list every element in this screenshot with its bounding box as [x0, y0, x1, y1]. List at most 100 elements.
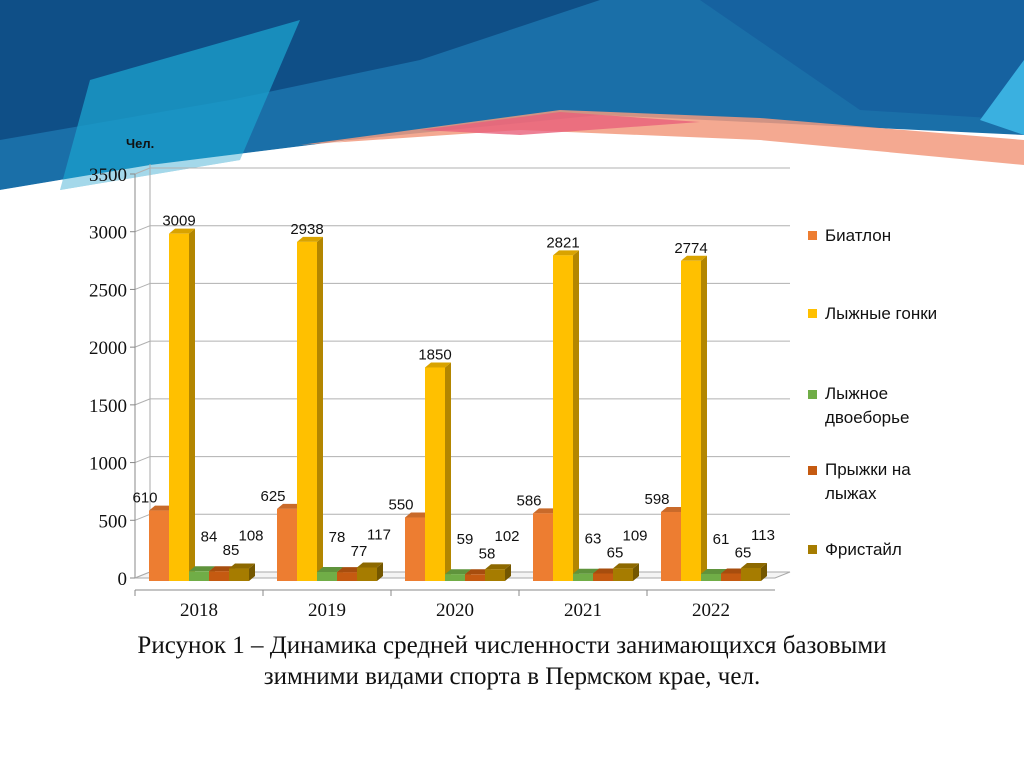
bar: [701, 573, 721, 581]
legend-item-freestyle: Фристайл: [808, 540, 1008, 560]
data-label: 550: [388, 497, 413, 514]
legend-swatch: [808, 545, 817, 554]
bar: [357, 567, 377, 581]
data-label: 77: [351, 543, 368, 560]
data-label: 625: [260, 488, 285, 505]
data-label: 2774: [674, 240, 707, 257]
bar-side: [633, 563, 639, 581]
data-label: 65: [607, 544, 624, 561]
bar: [681, 260, 701, 581]
bar: [149, 510, 169, 581]
bar: [465, 574, 485, 581]
y-axis-label: Чел.: [126, 136, 155, 151]
legend-label: Фристайл: [825, 540, 902, 559]
bar: [189, 571, 209, 581]
data-label: 58: [479, 545, 496, 562]
bar-side: [573, 250, 579, 581]
gridline-depth: [134, 340, 151, 348]
bar: [661, 511, 681, 581]
bar: [405, 517, 425, 581]
x-tick-label: 2018: [180, 600, 218, 621]
data-label: 610: [132, 490, 157, 507]
legend-swatch: [808, 466, 817, 475]
bar-top: [573, 568, 599, 574]
gridline-depth: [134, 167, 151, 175]
legend-item-biathlon: Биатлон: [808, 226, 1008, 246]
data-label: 65: [735, 544, 752, 561]
x-tick-label: 2019: [308, 600, 346, 621]
bar: [553, 255, 573, 581]
gridline-depth: [134, 398, 151, 406]
bar-top: [277, 503, 303, 509]
bar-top: [209, 566, 235, 572]
bar-top: [533, 508, 559, 514]
legend-label: Прыжки на лыжах: [825, 460, 911, 503]
caption-line-1: Рисунок 1 – Динамика средней численности…: [137, 632, 887, 659]
bar: [721, 573, 741, 581]
bar-top: [189, 566, 215, 572]
figure-caption: Рисунок 1 – Динамика средней численности…: [0, 630, 1024, 692]
bar-top: [701, 568, 727, 574]
bar: [317, 571, 337, 581]
legend-item-nordic-combined: Лыжное двоеборье: [808, 382, 938, 430]
data-label: 61: [713, 531, 730, 548]
y-tick-label: 500: [99, 511, 128, 532]
bar-top: [613, 563, 639, 569]
y-tick-label: 3500: [89, 165, 127, 186]
bar-top: [553, 250, 579, 256]
bar-top: [149, 505, 175, 511]
bar-top: [297, 236, 323, 242]
data-label: 113: [751, 527, 775, 544]
bar: [445, 574, 465, 581]
data-label: 108: [238, 528, 263, 545]
y-tick-label: 1500: [89, 396, 127, 417]
legend-swatch: [808, 309, 817, 318]
bar: [573, 573, 593, 581]
data-label: 598: [644, 491, 669, 508]
bar-side: [445, 362, 451, 581]
bar: [337, 572, 357, 581]
bar-top: [357, 562, 383, 568]
data-label: 3009: [162, 213, 195, 230]
bar-side: [377, 562, 383, 581]
y-tick-label: 1000: [89, 454, 127, 475]
bar: [425, 367, 445, 581]
data-label: 78: [329, 529, 346, 546]
data-label: 109: [622, 527, 647, 544]
bar: [485, 569, 505, 581]
bar-side: [701, 255, 707, 581]
gridline-depth: [134, 282, 151, 290]
y-tick-label: 3000: [89, 223, 127, 244]
bar: [209, 571, 229, 581]
legend-item-ski-racing: Лыжные гонки: [808, 304, 1008, 324]
bar-top: [445, 569, 471, 575]
bar: [169, 233, 189, 582]
gridline-depth: [134, 513, 151, 521]
bar: [229, 568, 249, 581]
bar-side: [249, 563, 255, 581]
bar-side: [505, 564, 511, 581]
y-tick-label: 2000: [89, 338, 127, 359]
gridline-depth: [134, 456, 151, 464]
gridline-depth: [134, 225, 151, 233]
data-label: 2821: [546, 234, 579, 251]
bar-top: [465, 569, 491, 575]
legend-swatch: [808, 390, 817, 399]
bar-top: [405, 512, 431, 518]
data-label: 117: [367, 526, 391, 543]
x-tick-label: 2022: [692, 600, 730, 621]
data-label: 102: [494, 528, 519, 545]
data-label: 1850: [418, 346, 451, 363]
legend-label: Лыжные гонки: [825, 304, 938, 323]
data-label: 84: [201, 528, 218, 545]
bar: [613, 568, 633, 581]
bar-top: [741, 562, 767, 568]
x-tick-label: 2020: [436, 600, 474, 621]
bar: [741, 567, 761, 581]
bar-top: [229, 563, 255, 569]
bar-top: [425, 362, 451, 368]
bar: [593, 573, 613, 581]
x-tick-label: 2021: [564, 600, 602, 621]
